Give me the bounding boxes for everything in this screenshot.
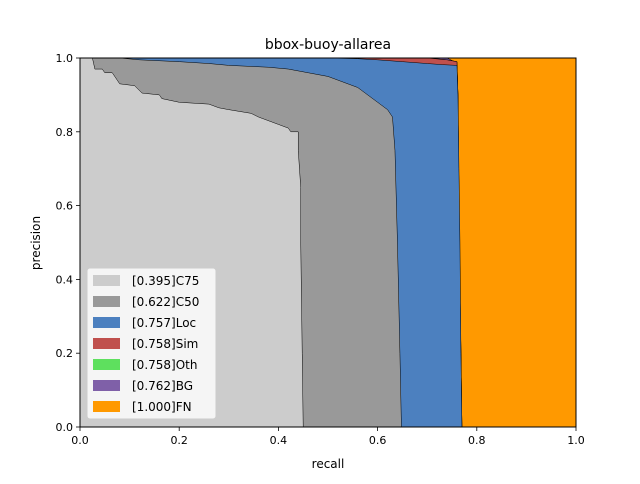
legend-label-loc: [0.757]Loc <box>132 316 196 330</box>
x-tick-label: 0.2 <box>170 434 188 447</box>
legend-swatch-loc <box>93 317 120 328</box>
plot-frame <box>79 57 577 428</box>
chart-title: bbox-buoy-allarea <box>265 37 391 53</box>
legend-label-bg: [0.762]BG <box>132 379 193 393</box>
x-tick-label: 0.6 <box>369 434 387 447</box>
y-tick-label: 1.0 <box>56 52 74 65</box>
legend-swatch-c75 <box>93 275 120 286</box>
legend-label-c75: [0.395]C75 <box>132 274 199 288</box>
legend-swatch-c50 <box>93 296 120 307</box>
y-tick-label: 0.0 <box>56 421 74 434</box>
legend-label-fn: [1.000]FN <box>132 400 192 414</box>
x-tick-label: 1.0 <box>567 434 585 447</box>
y-axis-label: precision <box>29 216 43 270</box>
x-tick-label: 0.4 <box>270 434 288 447</box>
y-tick-label: 0.2 <box>56 347 74 360</box>
legend-swatch-oth <box>93 359 120 370</box>
y-tick-label: 0.8 <box>56 126 74 139</box>
x-tick-label: 0.8 <box>468 434 486 447</box>
y-tick-label: 0.6 <box>56 200 74 213</box>
x-tick-label: 0.0 <box>71 434 89 447</box>
legend-swatch-fn <box>93 401 120 412</box>
x-axis-label: recall <box>312 457 345 471</box>
legend-label-c50: [0.622]C50 <box>132 295 199 309</box>
legend: [0.395]C75 [0.622]C50 [0.757]Loc [0.758]Sim… <box>86 267 217 420</box>
x-axis: 0.0 0.2 0.4 0.6 0.8 1.0 <box>71 427 585 447</box>
legend-label-sim: [0.758]Sim <box>132 337 198 351</box>
legend-swatch-sim <box>93 338 120 349</box>
legend-label-oth: [0.758]Oth <box>132 358 197 372</box>
y-tick-label: 0.4 <box>56 273 74 286</box>
legend-swatch-bg <box>93 380 120 391</box>
y-axis: 0.0 0.2 0.4 0.6 0.8 1.0 <box>56 52 80 434</box>
